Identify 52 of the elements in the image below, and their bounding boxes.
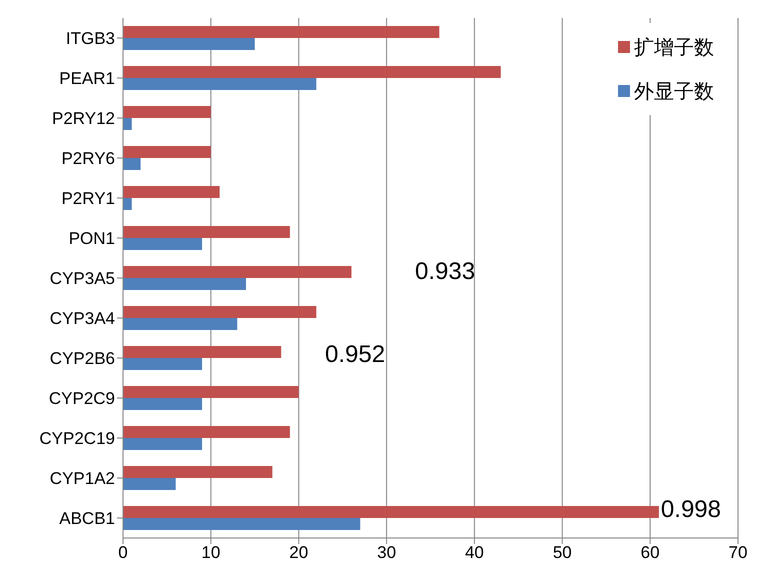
y-tick-label: P2RY1	[61, 189, 115, 208]
x-tick-label: 20	[289, 543, 308, 562]
x-tick-label: 0	[118, 543, 128, 562]
bar	[123, 278, 246, 290]
bar	[123, 426, 290, 438]
y-tick-label: CYP3A4	[50, 309, 115, 328]
bar	[123, 398, 202, 410]
x-tick-label: 10	[201, 543, 220, 562]
y-tick-label: ABCB1	[59, 509, 115, 528]
annotation: 0.998	[660, 496, 721, 524]
bar	[123, 186, 220, 198]
annotation: 0.933	[415, 258, 476, 286]
y-tick-label: ITGB3	[66, 29, 115, 48]
bar	[123, 506, 659, 518]
y-tick-label: CYP3A5	[50, 269, 115, 288]
x-tick-label: 30	[377, 543, 396, 562]
bar	[123, 106, 211, 118]
y-tick-label: PEAR1	[59, 69, 115, 88]
bar	[123, 78, 316, 90]
legend-label: 外显子数	[634, 80, 714, 104]
bar	[123, 358, 202, 370]
y-tick-label: CYP2C9	[48, 389, 115, 408]
bar	[123, 38, 255, 50]
x-tick-label: 60	[640, 543, 660, 562]
y-tick-label: CYP2C19	[39, 429, 115, 448]
bar	[123, 386, 299, 398]
bar	[123, 238, 202, 250]
x-tick-label: 70	[728, 543, 748, 562]
bar	[123, 346, 282, 358]
bar	[123, 318, 238, 330]
y-tick-label: P2RY12	[52, 109, 115, 128]
bar	[123, 146, 211, 158]
bar	[123, 478, 176, 490]
bar	[123, 198, 132, 210]
y-tick-label: P2RY6	[61, 149, 115, 168]
bar	[123, 438, 202, 450]
bar	[123, 158, 141, 170]
bar	[123, 266, 352, 278]
bar	[123, 466, 272, 478]
y-tick-label: CYP1A2	[50, 469, 115, 488]
annotation: 0.952	[325, 341, 386, 369]
bar	[123, 518, 360, 530]
bar	[123, 26, 440, 38]
y-tick-label: CYP2B6	[50, 349, 115, 368]
bar	[123, 306, 316, 318]
x-tick-label: 40	[464, 543, 484, 562]
bar	[123, 226, 290, 238]
bar	[123, 66, 501, 78]
bar	[123, 118, 132, 130]
x-tick-label: 50	[552, 543, 572, 562]
legend-label: 扩增子数	[634, 36, 714, 60]
y-tick-label: PON1	[68, 229, 115, 248]
